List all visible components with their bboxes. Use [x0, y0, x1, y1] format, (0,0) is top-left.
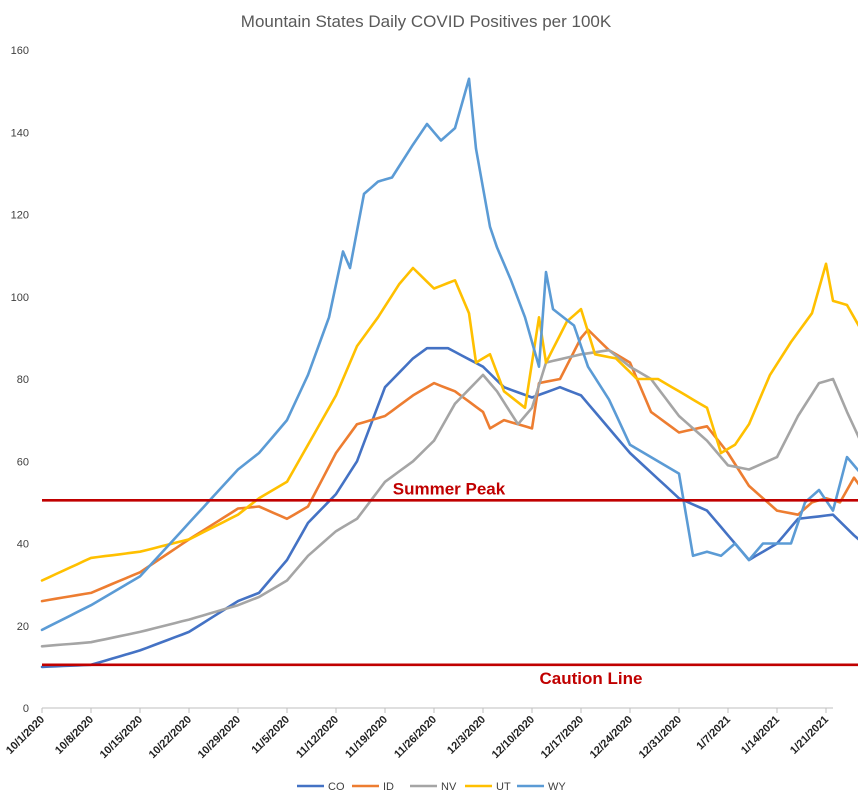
x-tick-label: 1/7/2021 [694, 714, 733, 753]
y-tick-label: 160 [11, 45, 29, 57]
y-tick-label: 0 [23, 703, 29, 715]
x-tick-label: 10/22/2020 [147, 714, 194, 761]
series-line-co [40, 346, 858, 669]
x-tick-label: 11/12/2020 [294, 714, 341, 761]
x-tick-label: 12/31/2020 [637, 714, 684, 761]
x-tick-label: 11/5/2020 [249, 714, 292, 757]
x-tick-label: 12/3/2020 [445, 714, 488, 757]
x-tick-label: 12/10/2020 [490, 714, 537, 761]
reference-lines: Summer Peak Caution Line [42, 479, 858, 688]
series-line-id [40, 328, 858, 603]
y-tick-label: 120 [11, 210, 29, 222]
legend-label: UT [496, 781, 511, 793]
x-axis: 10/1/2020 10/8/2020 10/15/2020 10/22/2020 10… [4, 707, 833, 761]
x-tick-label: 1/14/2021 [739, 714, 782, 757]
y-tick-label: 100 [11, 292, 29, 304]
series-lines [40, 77, 858, 669]
series-line-nv [40, 348, 858, 648]
legend: CO ID NV UT WY [297, 781, 566, 793]
y-tick-label: 140 [11, 127, 29, 139]
x-tick-label: 1/21/2021 [788, 714, 831, 757]
series-line-wy [40, 77, 858, 632]
x-tick-label: 11/19/2020 [343, 714, 390, 761]
y-tick-label: 20 [17, 621, 29, 633]
x-tick-label: 11/26/2020 [392, 714, 439, 761]
series-line-ut [40, 262, 858, 582]
legend-label: CO [328, 781, 345, 793]
legend-label: ID [383, 781, 394, 793]
x-tick-label: 12/24/2020 [588, 714, 635, 761]
legend-label: WY [548, 781, 566, 793]
x-tick-label: 10/15/2020 [98, 714, 145, 761]
y-tick-label: 80 [17, 374, 29, 386]
chart-title: Mountain States Daily COVID Positives pe… [241, 12, 612, 31]
legend-label: NV [441, 781, 457, 793]
x-tick-label: 10/29/2020 [196, 714, 243, 761]
y-axis: 0 20 40 60 80 100 120 140 160 [11, 45, 29, 715]
x-tick-label: 10/1/2020 [4, 714, 47, 757]
reference-line-label: Summer Peak [393, 479, 506, 498]
x-tick-label: 10/8/2020 [53, 714, 96, 757]
reference-line-label: Caution Line [540, 669, 643, 688]
y-tick-label: 40 [17, 539, 29, 551]
y-tick-label: 60 [17, 456, 29, 468]
x-tick-label: 12/17/2020 [539, 714, 586, 761]
